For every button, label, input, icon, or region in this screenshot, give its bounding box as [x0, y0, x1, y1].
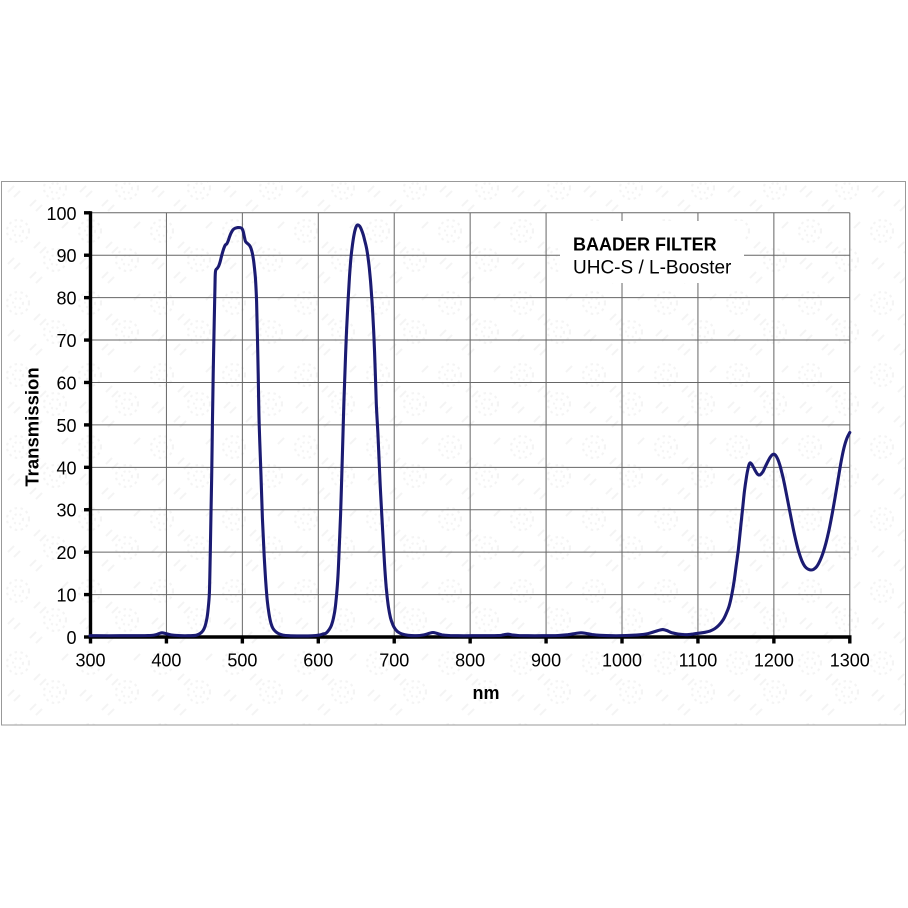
svg-text:1200: 1200 — [754, 650, 794, 670]
svg-text:10: 10 — [56, 586, 76, 606]
svg-text:Transmission: Transmission — [22, 367, 43, 486]
svg-text:700: 700 — [379, 650, 409, 670]
svg-text:0: 0 — [66, 628, 76, 648]
svg-text:60: 60 — [56, 373, 76, 393]
svg-text:1100: 1100 — [679, 650, 718, 670]
svg-text:500: 500 — [227, 650, 257, 670]
svg-text:BAADER FILTER: BAADER FILTER — [573, 235, 717, 255]
svg-text:100: 100 — [46, 204, 76, 224]
svg-text:30: 30 — [56, 501, 76, 521]
svg-text:40: 40 — [56, 458, 76, 478]
svg-text:UHC-S / L-Booster: UHC-S / L-Booster — [573, 258, 732, 279]
svg-text:400: 400 — [151, 650, 181, 670]
svg-text:80: 80 — [56, 289, 76, 309]
svg-text:nm: nm — [473, 683, 500, 703]
svg-text:1300: 1300 — [830, 650, 870, 670]
svg-text:600: 600 — [303, 650, 333, 670]
svg-text:70: 70 — [56, 331, 76, 351]
svg-text:900: 900 — [531, 650, 561, 670]
svg-text:300: 300 — [75, 650, 105, 670]
svg-text:90: 90 — [56, 246, 76, 266]
svg-text:1000: 1000 — [602, 650, 642, 670]
svg-text:50: 50 — [56, 416, 76, 436]
svg-text:800: 800 — [455, 650, 485, 670]
svg-text:20: 20 — [56, 543, 76, 563]
